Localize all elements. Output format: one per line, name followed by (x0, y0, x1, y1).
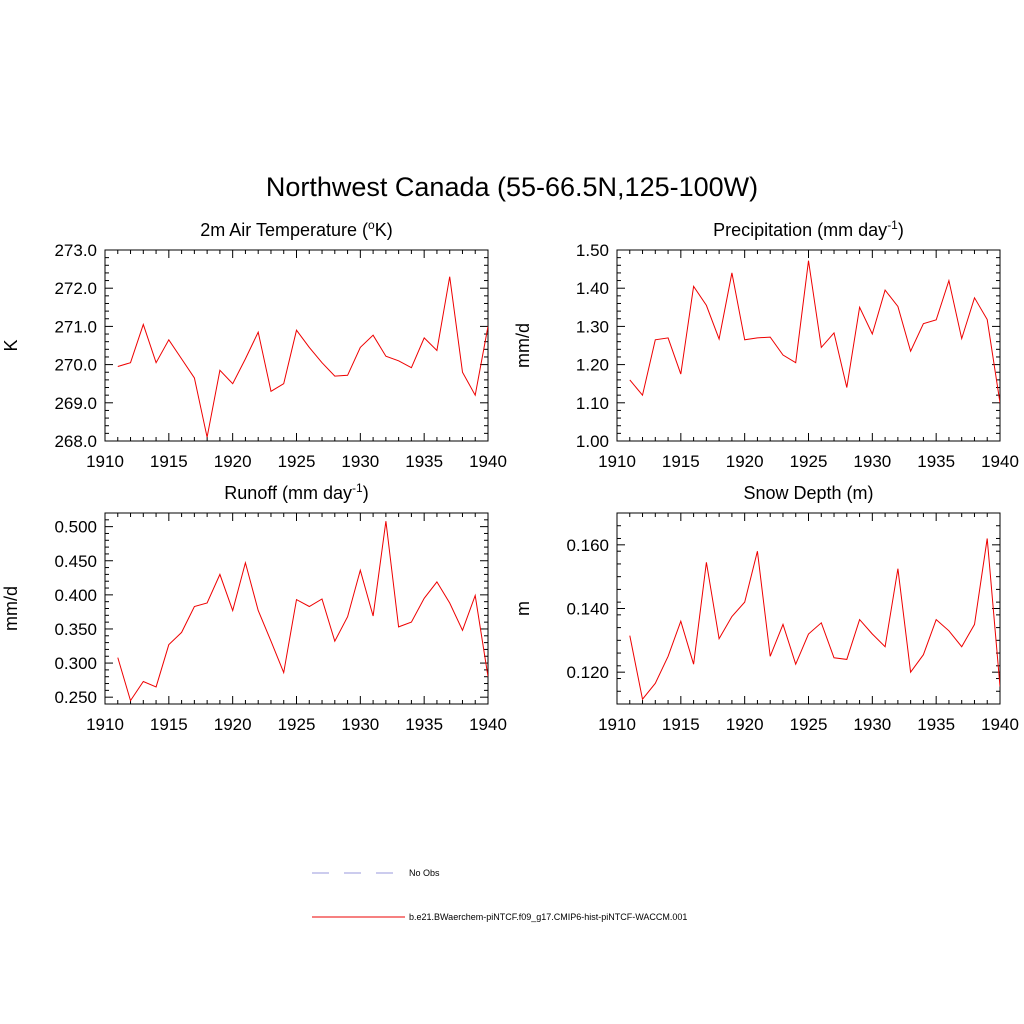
panel-title-superscript: -1 (887, 218, 898, 232)
x-tick-label: 1935 (917, 452, 955, 471)
y-tick-label: 0.350 (54, 620, 97, 639)
x-tick-label: 1925 (790, 715, 828, 734)
figure-title: Northwest Canada (55-66.5N,125-100W) (266, 172, 758, 202)
series-line-1 (117, 521, 488, 702)
y-tick-label: 0.300 (54, 654, 97, 673)
panel-title-text: Precipitation (mm day (713, 220, 887, 240)
chart-panel-2: Precipitation (mm day-1) 1910 1915 1920 1925… (513, 218, 1019, 471)
x-tick-label: 1910 (598, 452, 636, 471)
y-axis-label: mm/d (1, 586, 21, 631)
legend-label-2: b.e21.BWaerchem-piNTCF.f09_g17.CMIP6-his… (409, 912, 687, 922)
x-tick-label: 1915 (150, 715, 188, 734)
y-tick-label: 0.160 (566, 536, 609, 555)
panel-title-superscript: -1 (352, 481, 363, 495)
panel-title-text: 2m Air Temperature ( (200, 220, 368, 240)
y-axis-label: K (1, 339, 21, 351)
y-axis-label: m (513, 601, 533, 616)
y-tick-label: 1.20 (576, 356, 609, 375)
x-tick-label: 1920 (214, 715, 252, 734)
panel-title: Runoff (mm day-1) (224, 481, 368, 503)
y-tick-label: 0.250 (54, 688, 97, 707)
panel-title: Precipitation (mm day-1) (713, 218, 904, 240)
panel-title-suffix: ) (898, 220, 904, 240)
y-tick-label: 1.00 (576, 432, 609, 451)
plot-frame (104, 249, 489, 442)
panel-title-suffix: K) (375, 220, 393, 240)
panel-title: 2m Air Temperature (oK) (200, 218, 392, 240)
y-tick-label: 0.450 (54, 552, 97, 571)
x-tick-label: 1915 (662, 452, 700, 471)
y-tick-label: 0.140 (566, 600, 609, 619)
x-tick-label: 1920 (726, 715, 764, 734)
panel-title-text: Snow Depth (m) (743, 483, 873, 503)
panel-title-superscript: o (368, 218, 375, 232)
x-tick-label: 1930 (853, 452, 891, 471)
y-tick-label: 269.0 (54, 394, 97, 413)
x-tick-label: 1930 (341, 715, 379, 734)
x-tick-label: 1910 (86, 452, 124, 471)
y-tick-label: 270.0 (54, 356, 97, 375)
x-tick-label: 1935 (405, 715, 443, 734)
y-tick-label: 0.400 (54, 586, 97, 605)
plot-frame (104, 512, 489, 705)
panel-title-text: Runoff (mm day (224, 483, 352, 503)
y-tick-label: 0.120 (566, 663, 609, 682)
x-tick-label: 1940 (981, 715, 1019, 734)
chart-panel-4: Snow Depth (m) 1910 1915 1920 1925 1930 1935 19… (513, 483, 1019, 734)
y-tick-label: 273.0 (54, 241, 97, 260)
x-tick-label: 1925 (278, 715, 316, 734)
x-tick-label: 1910 (86, 715, 124, 734)
x-tick-label: 1925 (790, 452, 828, 471)
series-line-1 (629, 538, 1000, 701)
x-tick-label: 1920 (726, 452, 764, 471)
y-tick-label: 272.0 (54, 279, 97, 298)
x-tick-label: 1935 (917, 715, 955, 734)
x-tick-label: 1930 (853, 715, 891, 734)
panel-title-suffix: ) (363, 483, 369, 503)
x-tick-label: 1915 (150, 452, 188, 471)
x-tick-label: 1940 (469, 715, 507, 734)
plot-frame (616, 249, 1001, 442)
y-tick-label: 1.50 (576, 241, 609, 260)
x-tick-label: 1910 (598, 715, 636, 734)
chart-panels: 2m Air Temperature (oK)1910 1915 1920 1925 1… (1, 218, 1019, 734)
x-tick-label: 1935 (405, 452, 443, 471)
y-tick-label: 1.40 (576, 279, 609, 298)
y-tick-label: 1.30 (576, 317, 609, 336)
plot-frame (616, 512, 1001, 705)
legend-label-1: No Obs (409, 868, 440, 878)
series-line-1 (117, 276, 488, 438)
chart-panel-3: Runoff (mm day-1) 1910 1915 1920 1925 1930 193… (1, 481, 507, 734)
x-tick-label: 1930 (341, 452, 379, 471)
y-tick-label: 1.10 (576, 394, 609, 413)
chart-panel-1: 2m Air Temperature (oK) 1910 1915 1920 1925 1… (1, 218, 507, 471)
y-axis-label: mm/d (513, 323, 533, 368)
x-tick-label: 1940 (981, 452, 1019, 471)
legend: No Obs b.e21.BWaerchem-piNTCF.f09_g17.CMI… (312, 868, 687, 922)
panel-title: Snow Depth (m) (743, 483, 873, 503)
series-line-1 (629, 260, 1000, 403)
x-tick-label: 1940 (469, 452, 507, 471)
x-tick-label: 1920 (214, 452, 252, 471)
y-tick-label: 268.0 (54, 432, 97, 451)
x-tick-label: 1915 (662, 715, 700, 734)
x-tick-label: 1925 (278, 452, 316, 471)
y-tick-label: 0.500 (54, 518, 97, 537)
y-tick-label: 271.0 (54, 317, 97, 336)
